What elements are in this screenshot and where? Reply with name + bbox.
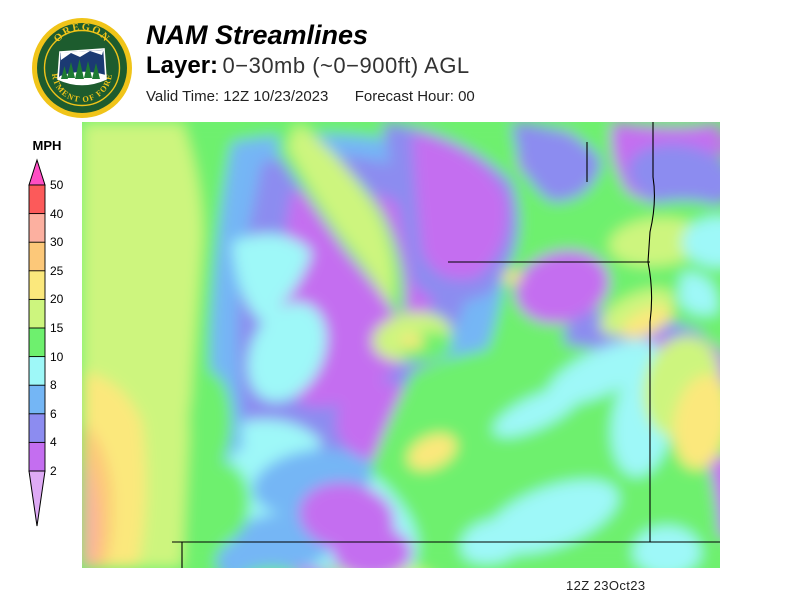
colorbar-tick: 30 [50,235,64,250]
header: OREGON DEPARTMENT OF FORESTRY [0,0,800,120]
colorbar-tick: 10 [50,349,64,364]
colorbar-tick: 4 [50,435,57,450]
colorbar-tick: 2 [50,464,57,478]
layer-line: Layer: 0−30mb (~0−900ft) AGL [146,51,475,84]
page-title: NAM Streamlines [146,20,369,50]
forecast-hour-label: Forecast Hour: [354,88,454,105]
wind-speed-field [82,122,720,568]
colorbar-swatches [28,158,46,527]
colorbar: 50 40 30 25 20 15 10 8 6 4 2 [8,158,78,528]
title-block: NAM Streamlines Layer: 0−30mb (~0−900ft)… [146,20,475,107]
valid-time-label: Valid Time: [146,88,220,105]
streamline-map[interactable] [82,122,720,568]
layer-label: Layer: [146,52,219,79]
colorbar-units-label: MPH [32,138,62,153]
colorbar-legend: MPH 50 40 30 25 20 15 10 8 6 4 2 [8,138,78,528]
valid-time-value: 12Z 10/23/2023 [223,88,329,105]
valid-time-line: Valid Time: 12Z 10/23/2023 Forecast Hour… [146,87,475,107]
forecast-hour-value: 00 [458,88,475,105]
layer-value: 0−30mb (~0−900ft) AGL [222,53,470,78]
colorbar-tick: 20 [50,292,64,307]
colorbar-tick: 25 [50,263,64,278]
colorbar-tick: 15 [50,321,64,335]
colorbar-tick: 50 [50,178,64,192]
colorbar-tick: 8 [50,378,57,393]
colorbar-tick: 40 [50,206,64,221]
map-canvas[interactable] [82,122,720,568]
state-borders [172,122,720,568]
colorbar-tick: 6 [50,406,57,421]
map-timestamp: 12Z 23Oct23 [566,578,646,593]
oregon-department-of-forestry-seal-icon: OREGON DEPARTMENT OF FORESTRY [26,9,134,120]
